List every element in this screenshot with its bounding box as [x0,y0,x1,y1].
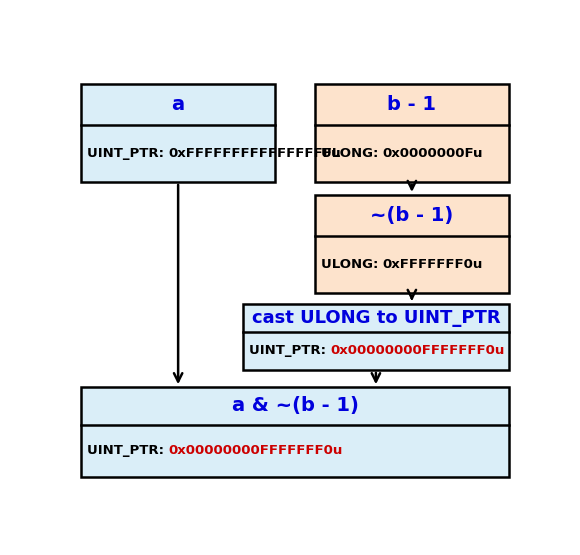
Bar [244,304,509,331]
Bar [316,125,509,182]
Bar [81,425,509,477]
Text: UINT_PTR:: UINT_PTR: [87,147,169,160]
Bar [244,331,509,370]
Text: cast ULONG to UINT_PTR: cast ULONG to UINT_PTR [252,309,500,327]
Text: UINT_PTR:: UINT_PTR: [249,344,331,357]
Text: 0xFFFFFFFFFFFFFFFFu: 0xFFFFFFFFFFFFFFFFu [169,147,341,160]
Bar [81,387,509,477]
Text: b - 1: b - 1 [387,95,436,114]
Bar [316,195,509,293]
Bar [316,195,509,236]
Text: ULONG:: ULONG: [321,258,383,271]
Bar [316,236,509,293]
Text: UINT_PTR:: UINT_PTR: [87,445,169,457]
Text: ~(b - 1): ~(b - 1) [370,206,454,225]
Bar [81,84,275,182]
Bar [81,84,275,125]
Text: 0x0000000Fu: 0x0000000Fu [383,147,483,160]
Text: ULONG:: ULONG: [321,147,383,160]
Text: a: a [172,95,184,114]
Text: a & ~(b - 1): a & ~(b - 1) [231,396,358,416]
Text: 0x00000000FFFFFFF0u: 0x00000000FFFFFFF0u [331,344,505,357]
Bar [316,84,509,182]
Bar [81,125,275,182]
Bar [316,84,509,125]
Bar [81,387,509,425]
Text: 0x00000000FFFFFFF0u: 0x00000000FFFFFFF0u [169,445,343,457]
Text: 0xFFFFFFF0u: 0xFFFFFFF0u [383,258,483,271]
Bar [244,304,509,370]
